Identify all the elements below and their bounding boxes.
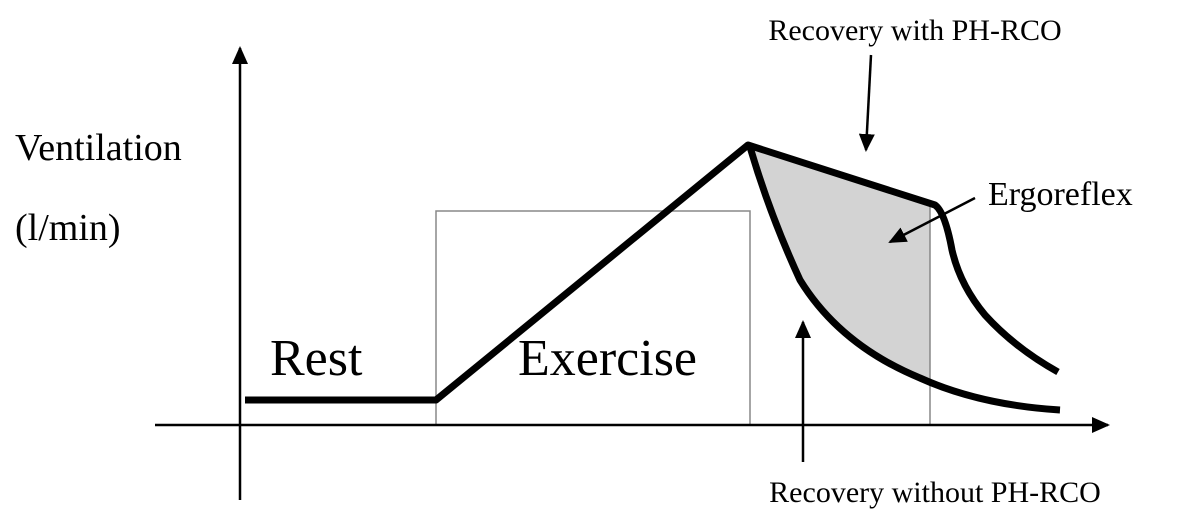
arrow-with bbox=[858, 54, 875, 152]
exercise-label: Exercise bbox=[518, 330, 697, 387]
axis-label: Ventilation bbox=[15, 127, 182, 169]
curve-with bbox=[245, 141, 1060, 404]
rest-label: Rest bbox=[270, 330, 363, 387]
arrow-ergoreflex bbox=[888, 196, 976, 244]
ergoreflex-label: Ergoreflex bbox=[988, 176, 1133, 213]
with-label: Recovery with PH-RCO bbox=[768, 14, 1061, 47]
exercise-box bbox=[435, 210, 751, 426]
without-label: Recovery without PH-RCO bbox=[769, 476, 1101, 509]
axis-label-unit: (l/min) bbox=[15, 207, 121, 249]
ergoreflex-area bbox=[750, 147, 930, 383]
curve-without bbox=[746, 146, 1061, 414]
